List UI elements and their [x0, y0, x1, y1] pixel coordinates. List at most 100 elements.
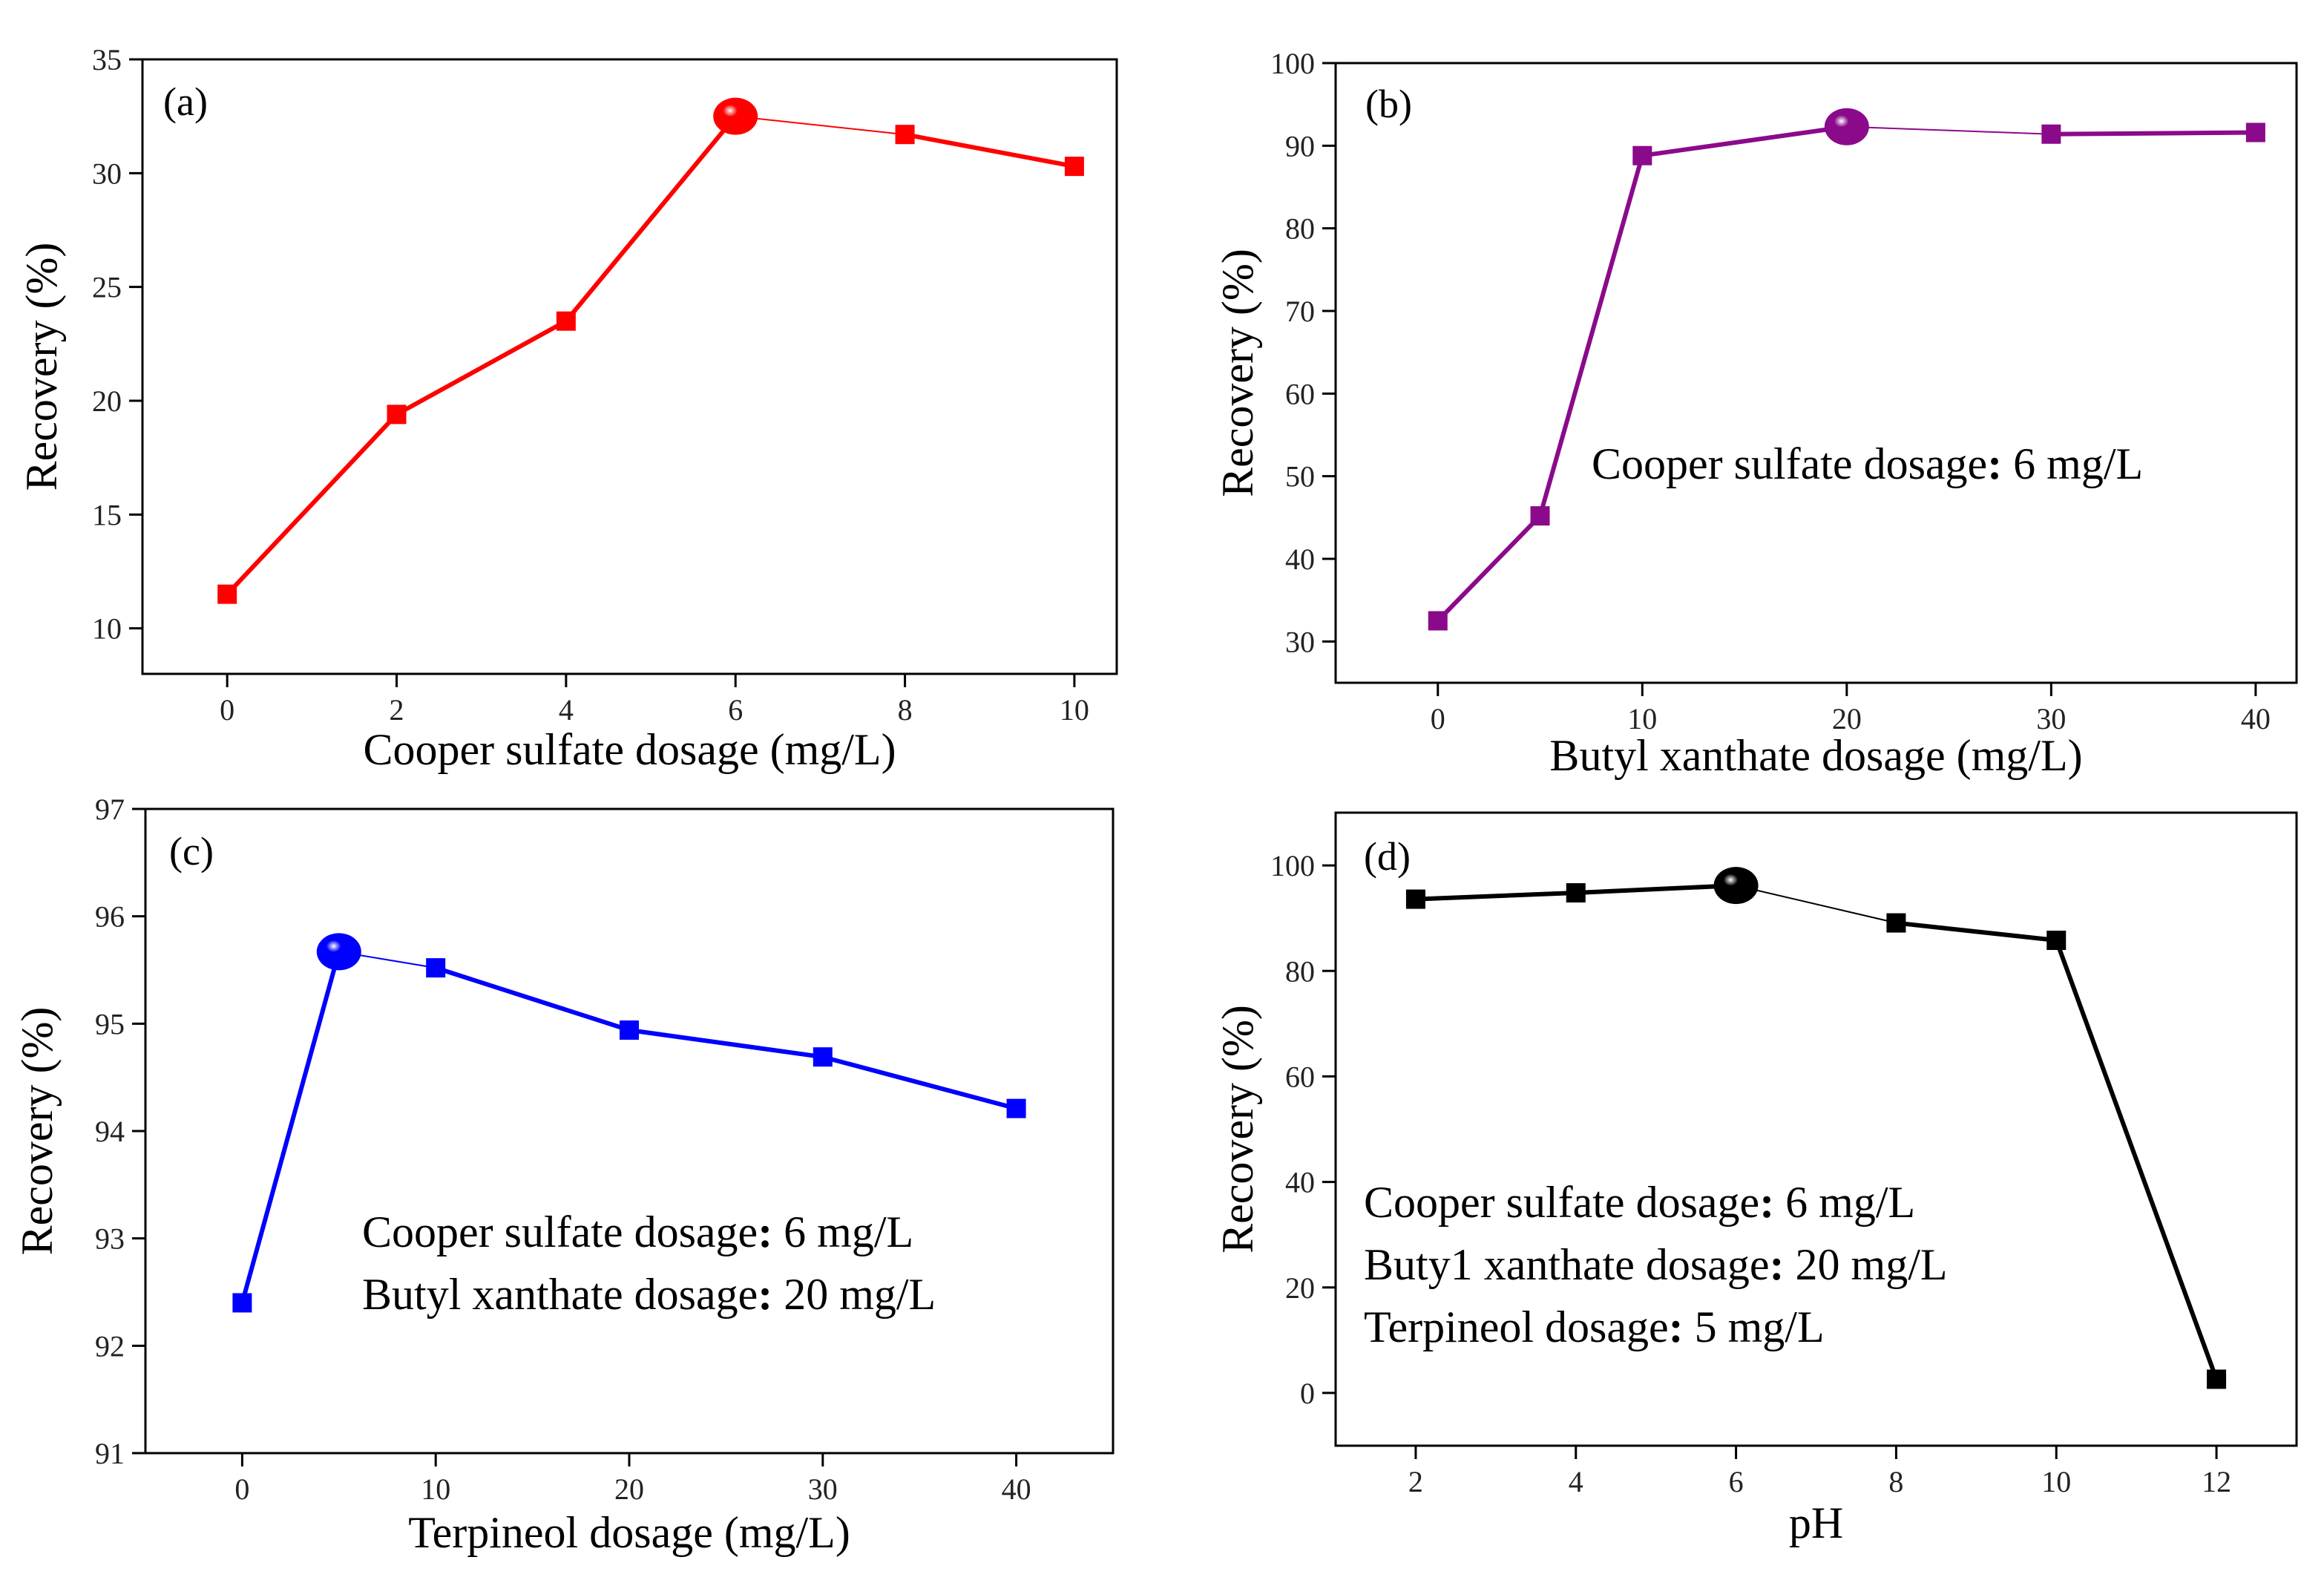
- plot-frame: [1334, 62, 2298, 684]
- y-tick-label: 10: [92, 612, 122, 646]
- data-point: [2207, 1369, 2227, 1389]
- series-line-segment: [2049, 130, 2258, 137]
- data-point: [2041, 124, 2061, 144]
- y-tick-label: 60: [1285, 1060, 1315, 1093]
- x-tick-label: 8: [898, 693, 913, 727]
- y-tick-label: 30: [92, 157, 122, 190]
- y-tick-label: 70: [1285, 295, 1315, 328]
- annotation-colon: :: [1770, 1240, 1785, 1289]
- y-tick-label: 80: [1285, 212, 1315, 246]
- x-tick-label: 20: [614, 1472, 644, 1506]
- annotation-colon: :: [1669, 1302, 1684, 1351]
- annotation-colon: :: [758, 1270, 772, 1319]
- y-tick-label: 40: [1285, 1166, 1315, 1199]
- data-point: [620, 1020, 639, 1040]
- data-point: [1006, 1098, 1026, 1118]
- series-line-segment: [1573, 883, 1739, 896]
- series-line-segment: [1435, 514, 1543, 623]
- series-line-segment: [2054, 938, 2219, 1382]
- series-line-segment: [240, 949, 341, 1305]
- x-tick-label: 0: [1431, 702, 1445, 735]
- annotation-text: Butyl xanthate dosage: 20 mg/L: [362, 1270, 936, 1319]
- x-tick-label: 30: [808, 1472, 838, 1506]
- y-tick-label: 20: [92, 384, 122, 418]
- x-tick-label: 12: [2202, 1465, 2231, 1498]
- y-tick-label: 93: [95, 1222, 125, 1256]
- annotation-label: Terpineol dosage: [1364, 1302, 1669, 1351]
- y-tick-label: 94: [95, 1115, 125, 1148]
- highlight-point: [1713, 867, 1759, 905]
- x-tick-label: 10: [1060, 693, 1089, 727]
- y-tick-label: 50: [1285, 460, 1315, 494]
- annotation-label: Cooper sulfate dosage: [1364, 1178, 1759, 1227]
- data-point: [1405, 889, 1425, 909]
- x-tick-label: 6: [1729, 1465, 1744, 1498]
- series-line-segment: [1894, 920, 2059, 943]
- data-point: [1632, 145, 1652, 165]
- annotation-value: 20 mg/L: [772, 1270, 936, 1319]
- x-axis-title: Terpineol dosage (mg/L): [408, 1508, 850, 1557]
- series-line-segment: [563, 114, 738, 324]
- series-line-segment: [433, 966, 631, 1033]
- data-point: [387, 404, 407, 425]
- y-tick-label: 40: [1285, 543, 1315, 576]
- y-axis-title: Recovery (%): [17, 243, 66, 491]
- panel-label: (c): [169, 829, 214, 874]
- data-point: [2245, 122, 2265, 142]
- annotation-label: Cooper sulfate dosage: [1592, 439, 1987, 488]
- x-tick-label: 30: [2036, 702, 2066, 735]
- data-point: [1886, 913, 1906, 933]
- data-point: [1566, 883, 1586, 903]
- series-line-segment: [394, 318, 568, 417]
- x-tick-label: 2: [390, 693, 404, 727]
- y-tick-label: 80: [1285, 954, 1315, 988]
- x-tick-label: 20: [1832, 702, 1862, 735]
- data-point: [217, 584, 237, 604]
- y-tick-label: 25: [92, 271, 122, 304]
- series-line-segment: [1640, 124, 1849, 158]
- x-tick-label: 40: [1002, 1472, 1031, 1506]
- annotation-label: Buty1 xanthate dosage: [1364, 1240, 1770, 1289]
- panel-label: (d): [1364, 834, 1411, 879]
- x-tick-label: 10: [421, 1472, 450, 1506]
- annotation-text: Terpineol dosage: 5 mg/L: [1364, 1302, 1825, 1351]
- x-tick-label: 40: [2241, 702, 2271, 735]
- series-line-segment: [225, 412, 399, 597]
- y-tick-label: 96: [95, 900, 125, 934]
- annotation-colon: :: [1759, 1178, 1774, 1227]
- annotation-label: Butyl xanthate dosage: [362, 1270, 758, 1319]
- highlight-point: [713, 97, 758, 135]
- x-tick-label: 0: [234, 1472, 249, 1506]
- series-line-segment: [902, 132, 1077, 169]
- panel-label: (b): [1365, 82, 1412, 126]
- series-line-segment: [1413, 891, 1578, 902]
- chart-panel-1: 10 15 20 25 30 35 0 2 4 6 8 10 Cooper sulfate dosage…: [17, 43, 1118, 774]
- x-axis-title: Cooper sulfate dosage (mg/L): [363, 725, 896, 774]
- y-tick-label: 100: [1270, 47, 1315, 80]
- x-tick-label: 8: [1888, 1465, 1903, 1498]
- data-point: [895, 125, 915, 145]
- x-tick-label: 10: [2041, 1465, 2071, 1498]
- y-axis-title: Recovery (%): [1213, 1005, 1262, 1253]
- x-axis-title: Butyl xanthate dosage (mg/L): [1549, 731, 2082, 780]
- y-tick-label: 0: [1300, 1377, 1315, 1410]
- plot-frame: [141, 58, 1118, 675]
- chart-panel-2: 30 40 50 60 70 80 90 100 0 10 20 30 40 Butyl xanthate…: [1213, 47, 2298, 780]
- annotation-colon: :: [1987, 439, 2002, 488]
- y-tick-label: 97: [95, 793, 125, 826]
- annotation-text: Cooper sulfate dosage: 6 mg/L: [1592, 439, 2143, 488]
- data-point: [813, 1047, 833, 1067]
- x-tick-label: 2: [1408, 1465, 1423, 1498]
- series-line-segment: [1845, 125, 2052, 135]
- data-point: [426, 958, 446, 978]
- y-tick-label: 91: [95, 1437, 125, 1470]
- x-tick-label: 4: [1569, 1465, 1583, 1498]
- y-tick-label: 100: [1270, 849, 1315, 882]
- x-tick-label: 4: [559, 693, 574, 727]
- annotation-text: Cooper sulfate dosage: 6 mg/L: [362, 1207, 913, 1256]
- y-axis-title: Recovery (%): [1213, 249, 1262, 497]
- y-tick-label: 90: [1285, 129, 1315, 163]
- annotation-label: Cooper sulfate dosage: [362, 1207, 758, 1256]
- data-point: [232, 1293, 252, 1313]
